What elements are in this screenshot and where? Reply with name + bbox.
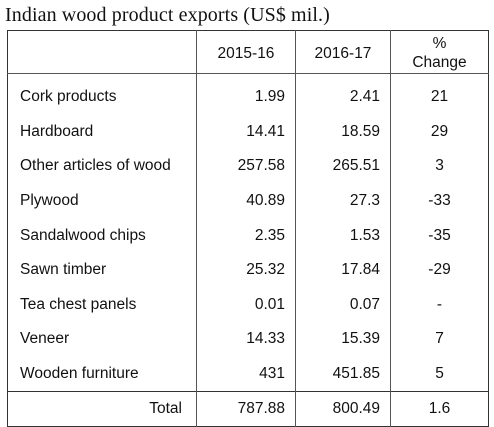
total-percent-change: 1.6 xyxy=(390,391,489,427)
product-name: Veneer xyxy=(20,330,70,348)
value-2016-17: 27.3 xyxy=(295,183,391,219)
percent-change: - xyxy=(390,287,489,323)
value-2015-16: 25.32 xyxy=(196,252,296,288)
percent-change: 5 xyxy=(390,356,489,392)
value-2015-16: 0.01 xyxy=(196,287,296,323)
product-name: Other articles of wood xyxy=(20,157,171,175)
percent-change: 21 xyxy=(390,73,489,115)
percent-change: -35 xyxy=(390,218,489,253)
percent-change: -33 xyxy=(390,183,489,219)
value-2015-16: 40.89 xyxy=(196,183,296,219)
header-change-label: Change xyxy=(412,54,467,71)
value-2016-17: 2.41 xyxy=(295,73,391,115)
product-name: Wooden furniture xyxy=(20,365,139,383)
table-row: Hardboard 14.41 18.59 29 xyxy=(8,114,489,150)
header-product xyxy=(7,30,197,74)
total-2015-16: 787.88 xyxy=(196,391,296,427)
value-2015-16: 257.58 xyxy=(196,149,296,184)
table-row: Sawn timber 25.32 17.84 -29 xyxy=(8,252,489,288)
total-row: Total 787.88 800.49 1.6 xyxy=(7,391,489,427)
header-percent-change: % Change xyxy=(390,30,489,74)
value-2016-17: 0.07 xyxy=(295,287,391,323)
table-row: Sandalwood chips 2.35 1.53 -35 xyxy=(8,218,489,253)
table-row: Tea chest panels 0.01 0.07 - xyxy=(8,287,489,323)
value-2016-17: 15.39 xyxy=(295,322,391,357)
table-row: Veneer 14.33 15.39 7 xyxy=(8,322,489,357)
percent-change: 7 xyxy=(390,322,489,357)
product-name: Hardboard xyxy=(20,122,94,140)
product-name: Sawn timber xyxy=(20,261,107,279)
header-row: 2015-16 2016-17 % Change xyxy=(7,30,489,74)
value-2016-17: 451.85 xyxy=(295,356,391,392)
table-row: Other articles of wood 257.58 265.51 3 xyxy=(8,149,489,184)
value-2016-17: 17.84 xyxy=(295,252,391,288)
value-2015-16: 14.41 xyxy=(196,114,296,150)
table-row: Wooden furniture 431 451.85 5 xyxy=(8,356,489,392)
value-2015-16: 431 xyxy=(196,356,296,392)
table-row: Cork products 1.99 2.41 21 xyxy=(8,73,489,115)
table-row: Plywood 40.89 27.3 -33 xyxy=(8,183,489,219)
value-2015-16: 14.33 xyxy=(196,322,296,357)
total-label: Total xyxy=(7,391,197,427)
product-name: Plywood xyxy=(20,192,79,210)
product-name: Tea chest panels xyxy=(20,295,137,313)
value-2016-17: 1.53 xyxy=(295,218,391,253)
header-percent-symbol: % xyxy=(432,35,447,52)
percent-change: 3 xyxy=(390,149,489,184)
value-2016-17: 18.59 xyxy=(295,114,391,150)
total-2016-17: 800.49 xyxy=(295,391,391,427)
percent-change: 29 xyxy=(390,114,489,150)
product-name: Cork products xyxy=(20,88,117,106)
product-name: Sandalwood chips xyxy=(20,226,146,244)
value-2016-17: 265.51 xyxy=(295,149,391,184)
percent-change: -29 xyxy=(390,252,489,288)
header-year-2015-16: 2015-16 xyxy=(196,30,296,74)
header-year-2016-17: 2016-17 xyxy=(295,30,391,74)
value-2015-16: 1.99 xyxy=(196,73,296,115)
value-2015-16: 2.35 xyxy=(196,218,296,253)
page-title: Indian wood product exports (US$ mil.) xyxy=(5,4,330,26)
exports-table: 2015-16 2016-17 % Change Cork products 1… xyxy=(7,30,489,427)
